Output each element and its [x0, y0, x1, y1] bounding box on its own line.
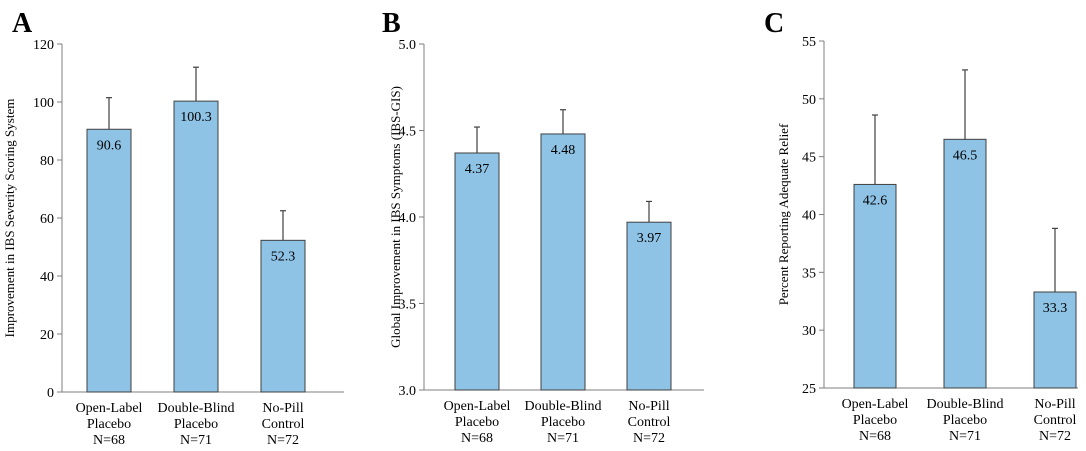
data-label: 42.6: [863, 193, 888, 208]
y-tick-label: 55: [802, 35, 816, 50]
category-label-line: Open-Label: [842, 397, 909, 412]
y-tick-label: 5.0: [399, 38, 417, 53]
category-label-line: N=68: [93, 433, 125, 448]
category-label: Open-Label Placebo N=68: [842, 397, 909, 444]
y-tick-label: 20: [40, 328, 54, 343]
bar: [943, 138, 987, 389]
y-tick-label: 100: [33, 96, 54, 111]
bar: [173, 100, 219, 393]
category-label-line: Placebo: [853, 413, 897, 428]
y-tick-label: 60: [40, 212, 54, 227]
y-tick-label: 40: [802, 209, 816, 224]
y-tick-label: 0: [47, 386, 54, 401]
category-label-line: Placebo: [174, 417, 218, 432]
chart-panel-c: C 25 30 35 40 45 50 55 Percent Reporting Adequat…: [724, 0, 1086, 451]
chart-b-svg: B 3.0 3.5 4.0 4.5 5.0 Global Improvement in IB…: [382, 8, 704, 446]
data-label: 46.5: [953, 148, 978, 163]
bar: [86, 128, 132, 393]
panel-label-c: C: [764, 8, 784, 39]
y-tick-label: 30: [802, 324, 816, 339]
data-label: 90.6: [97, 138, 122, 153]
y-tick-label: 3.5: [399, 298, 417, 313]
chart-panel-b: B 3.0 3.5 4.0 4.5 5.0 Global Improvement in IB…: [362, 0, 724, 451]
category-label: Double-Blind Placebo N=71: [525, 399, 602, 446]
category-label-line: No-Pill: [1034, 397, 1075, 412]
y-tick-label: 35: [802, 266, 816, 281]
category-label-line: Double-Blind: [158, 401, 235, 416]
data-label: 33.3: [1043, 301, 1068, 316]
y-tick-label: 120: [33, 38, 54, 53]
panel-label-a: A: [12, 8, 33, 39]
data-label: 4.48: [551, 143, 576, 158]
data-label: 100.3: [180, 110, 212, 125]
bar: [540, 133, 586, 391]
y-tick-label: 4.5: [399, 125, 417, 140]
category-label: Double-Blind Placebo N=71: [927, 397, 1004, 444]
category-label-line: N=72: [267, 433, 299, 448]
bar: [260, 239, 306, 393]
y-tick-label: 4.0: [399, 211, 417, 226]
category-label-line: Open-Label: [444, 399, 511, 414]
category-label-line: No-Pill: [628, 399, 669, 414]
category-label-line: N=72: [633, 431, 665, 446]
data-label: 3.97: [637, 231, 662, 246]
y-axis-title: Percent Reporting Adequate Relief: [776, 123, 791, 305]
category-label-line: N=71: [180, 433, 212, 448]
category-label-line: N=71: [547, 431, 579, 446]
category-label-line: Control: [1034, 413, 1077, 428]
category-label: Double-Blind Placebo N=71: [158, 401, 235, 448]
category-label-line: No-Pill: [262, 401, 303, 416]
chart-c-svg: C 25 30 35 40 45 50 55 Percent Reporting Adequat…: [764, 8, 1078, 444]
chart-panel-a: A 0 20 40 60 80 100 120 Improvement in IBS Sever…: [0, 0, 362, 451]
y-axis-title: Improvement in IBS Severity Scoring Syst…: [2, 99, 17, 338]
category-label-line: N=68: [461, 431, 493, 446]
category-label-line: Double-Blind: [525, 399, 602, 414]
bar: [853, 183, 897, 389]
category-label-line: Placebo: [541, 415, 585, 430]
category-label-line: Double-Blind: [927, 397, 1004, 412]
y-tick-label: 3.0: [399, 384, 417, 399]
y-tick-label: 80: [40, 154, 54, 169]
data-label: 52.3: [271, 249, 296, 264]
category-label: No-Pill Control N=72: [262, 401, 305, 448]
data-label: 4.37: [465, 162, 490, 177]
y-axis-title: Global Improvement in IBS Symptoms (IBS-…: [388, 86, 403, 348]
category-label-line: Placebo: [87, 417, 131, 432]
panel-label-b: B: [382, 8, 401, 39]
chart-a-svg: A 0 20 40 60 80 100 120 Improvement in IBS Sever…: [2, 8, 344, 448]
category-label-line: Control: [628, 415, 671, 430]
category-label: Open-Label Placebo N=68: [76, 401, 143, 448]
category-label: Open-Label Placebo N=68: [444, 399, 511, 446]
category-label-line: Control: [262, 417, 305, 432]
category-label: No-Pill Control N=72: [628, 399, 671, 446]
y-tick-label: 40: [40, 270, 54, 285]
category-label-line: N=68: [859, 429, 891, 444]
bar: [454, 152, 500, 391]
category-label: No-Pill Control N=72: [1034, 397, 1077, 444]
category-label-line: Placebo: [455, 415, 499, 430]
category-label-line: Open-Label: [76, 401, 143, 416]
category-label-line: N=71: [949, 429, 981, 444]
category-label-line: Placebo: [943, 413, 987, 428]
category-label-line: N=72: [1039, 429, 1071, 444]
bar: [626, 221, 672, 391]
y-tick-label: 45: [802, 151, 816, 166]
bar: [1033, 291, 1077, 389]
y-tick-label: 25: [802, 382, 816, 397]
y-tick-label: 50: [802, 93, 816, 108]
